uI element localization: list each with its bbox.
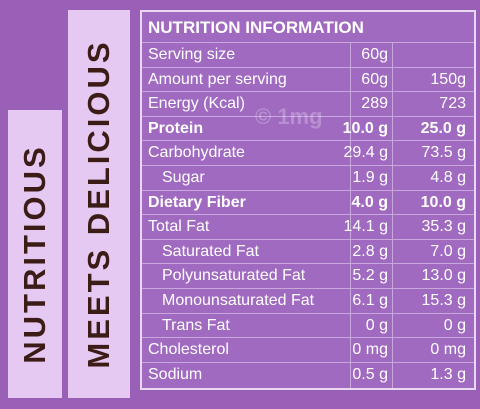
- row-label: Sugar: [162, 169, 205, 186]
- row-value: 14.1 g: [343, 218, 388, 236]
- row-value: 15.3 g: [421, 292, 466, 309]
- table-row: Amount per serving 60g 150g: [142, 66, 474, 93]
- row-label: Amount per serving: [148, 70, 287, 88]
- row-label: Sodium: [148, 365, 203, 383]
- table-title: NUTRITION INFORMATION: [148, 18, 364, 37]
- row-label: Protein: [148, 119, 204, 137]
- row-label: Dietary Fiber: [148, 193, 246, 211]
- row-label: Monounsaturated Fat: [162, 292, 315, 309]
- vertical-text: NUTRITIOUS: [17, 144, 52, 364]
- table-row: Energy (Kcal) 289 723: [142, 91, 474, 117]
- row-value: 0 g: [443, 316, 466, 334]
- table-row: Trans Fat 0 g 0 g: [142, 312, 474, 339]
- row-label: Trans Fat: [162, 316, 230, 334]
- watermark: © 1mg: [255, 104, 323, 129]
- row-value: 1.3 g: [430, 365, 466, 383]
- row-value: 4.0 g: [351, 193, 388, 211]
- row-label: Cholesterol: [148, 341, 229, 359]
- table-row: Monounsaturated Fat 6.1 g 15.3 g: [142, 288, 474, 314]
- row-value: 60g: [361, 46, 388, 63]
- row-value: 73.5 g: [421, 144, 466, 162]
- row-value: 289: [361, 95, 388, 113]
- table-row: Serving size 60g: [142, 42, 474, 68]
- row-value: 6.1 g: [352, 292, 388, 309]
- row-value: 5.2 g: [352, 267, 388, 285]
- row-value: 10.0 g: [420, 193, 466, 211]
- table-row: Protein 10.0 g 25.0 g: [142, 115, 474, 142]
- row-value: 25.0 g: [420, 119, 466, 137]
- row-label: Total Fat: [148, 218, 210, 236]
- table-row: Sugar 1.9 g 4.8 g: [142, 165, 474, 191]
- panel: MEETS DELICIOUS: [68, 10, 130, 398]
- row-value: 4.8 g: [430, 169, 466, 186]
- row-value: 0.5 g: [352, 365, 388, 383]
- vertical-text: MEETS DELICIOUS: [81, 39, 116, 369]
- row-label: Energy (Kcal): [148, 95, 245, 113]
- row-label: Polyunsaturated Fat: [162, 267, 306, 285]
- row-value: 35.3 g: [421, 218, 466, 236]
- row-value: 1.9 g: [352, 169, 388, 186]
- row-label: Saturated Fat: [162, 242, 259, 260]
- row-value: 60g: [361, 70, 388, 88]
- table-row: Sodium 0.5 g 1.3 g: [142, 361, 474, 388]
- row-value: 0 mg: [430, 341, 466, 359]
- panel: NUTRITIOUS: [8, 110, 62, 398]
- table-row: Dietary Fiber 4.0 g 10.0 g: [142, 189, 474, 216]
- row-value: 2.8 g: [352, 242, 388, 260]
- row-value: 7.0 g: [430, 242, 466, 260]
- row-value: 29.4 g: [343, 144, 388, 162]
- row-value: 10.0 g: [342, 119, 388, 137]
- table-row: Carbohydrate 29.4 g 73.5 g: [142, 140, 474, 166]
- nutrition-table: NUTRITION INFORMATION Serving size 60g Amo…: [140, 10, 476, 390]
- table-row: Total Fat 14.1 g 35.3 g: [142, 214, 474, 240]
- row-label: Serving size: [148, 46, 236, 63]
- row-value: 0 g: [365, 316, 388, 334]
- table-row: Saturated Fat 2.8 g 7.0 g: [142, 238, 474, 265]
- row-value: 13.0 g: [421, 267, 466, 285]
- row-value: 150g: [430, 70, 466, 88]
- row-label: Carbohydrate: [148, 144, 245, 162]
- table-row: Cholesterol 0 mg 0 mg: [142, 337, 474, 363]
- row-value: 723: [439, 95, 466, 113]
- table-row: Polyunsaturated Fat 5.2 g 13.0 g: [142, 263, 474, 289]
- row-value: 0 mg: [352, 341, 388, 359]
